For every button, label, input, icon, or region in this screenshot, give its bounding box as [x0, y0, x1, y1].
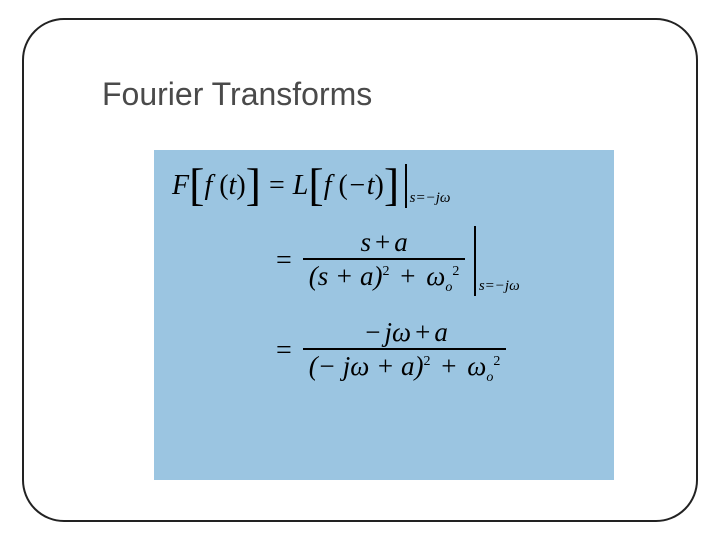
fraction-2: −jω+a (− jω + a)2 + ωo2 [303, 316, 507, 382]
equation-line-3: = −jω+a (− jω + a)2 + ωo2 [268, 318, 596, 384]
equals-2: = [276, 245, 292, 277]
bracket-open: [ [189, 169, 204, 201]
bracket-open-2: [ [308, 169, 323, 201]
laplace-operator: L [293, 170, 309, 202]
equals-3: = [276, 335, 292, 367]
var-t: t [229, 170, 237, 202]
equation-line-2: = s+a (s + a)2 + ωo2 s=−jω [268, 226, 596, 296]
equals: = [269, 170, 285, 202]
fraction-1: s+a (s + a)2 + ωo2 [303, 226, 466, 292]
bracket-close: ] [246, 169, 261, 201]
slide-frame: Fourier Transforms F [ f ( t ) ] = L [ f… [22, 18, 698, 522]
numerator-1: s+a [354, 226, 413, 258]
denominator-2: (− jω + a)2 + ωo2 [303, 350, 507, 382]
denominator-1: (s + a)2 + ωo2 [303, 260, 466, 292]
func-f: f [204, 170, 212, 202]
numerator-2: −jω+a [355, 316, 454, 348]
eval-bar-2: s=−jω [468, 226, 519, 296]
fourier-operator: F [172, 170, 189, 202]
eval-bar-1: s=−jω [399, 164, 450, 208]
neg-t: −t [348, 170, 375, 202]
eval-sub-1: s=−jω [410, 190, 451, 207]
func-f-2: f [324, 170, 332, 202]
slide-title: Fourier Transforms [102, 76, 372, 113]
equation-panel: F [ f ( t ) ] = L [ f ( −t ) ] s=−jω = [154, 150, 614, 480]
bracket-close-2: ] [384, 169, 399, 201]
equation-line-1: F [ f ( t ) ] = L [ f ( −t ) ] s=−jω [172, 164, 596, 208]
eval-sub-2: s=−jω [479, 278, 520, 295]
